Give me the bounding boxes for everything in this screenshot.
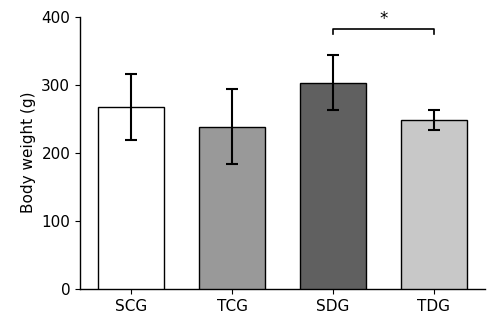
Bar xyxy=(200,127,265,289)
Bar xyxy=(300,83,366,289)
Y-axis label: Body weight (g): Body weight (g) xyxy=(20,92,36,213)
Bar xyxy=(98,107,164,289)
Text: *: * xyxy=(379,10,388,28)
Bar xyxy=(401,120,466,289)
